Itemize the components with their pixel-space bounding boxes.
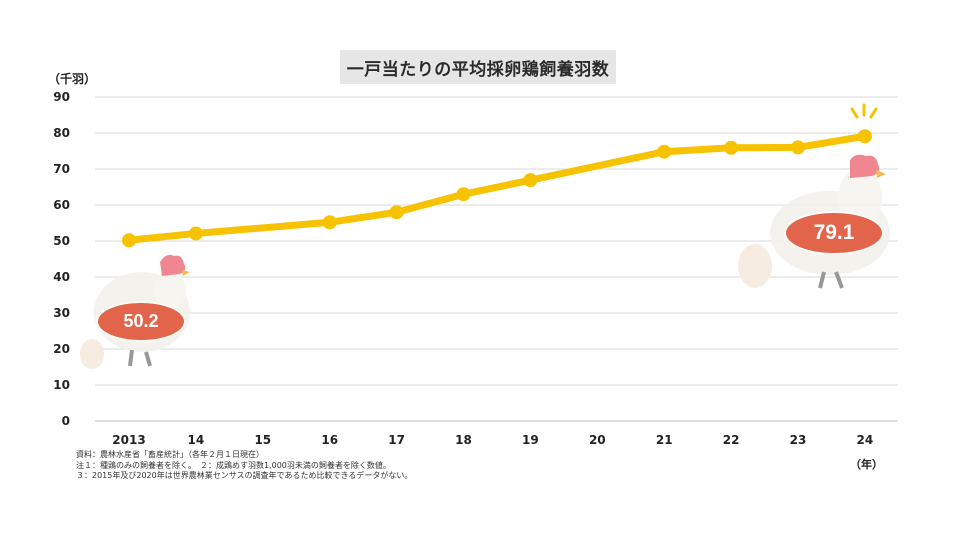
data-point <box>791 140 805 155</box>
y-tick-label: 10 <box>53 378 70 392</box>
data-point <box>724 140 739 155</box>
data-point <box>122 233 136 248</box>
note-3: ３：2015年及び2020年は世界農林業センサスの調査年であるため比較できるデー… <box>76 471 413 480</box>
data-point <box>389 205 404 220</box>
y-tick-label: 50 <box>53 234 70 248</box>
y-tick-label: 80 <box>53 126 70 140</box>
x-axis-ticks: 2013 14 15 16 17 18 19 20 21 22 23 24 <box>112 433 873 447</box>
x-tick-label: 20 <box>589 433 606 447</box>
x-tick-label: 21 <box>656 433 673 447</box>
data-point <box>657 144 672 159</box>
data-point <box>857 129 872 144</box>
x-axis-unit-label: （年） <box>850 458 883 471</box>
y-tick-label: 0 <box>62 414 70 428</box>
data-point <box>523 173 538 188</box>
egg-icon-left <box>80 339 104 369</box>
x-tick-label: 24 <box>857 433 874 447</box>
y-tick-label: 40 <box>53 270 70 284</box>
x-tick-label: 2013 <box>112 433 145 447</box>
x-tick-label: 19 <box>522 433 539 447</box>
data-point <box>456 187 471 202</box>
x-tick-label: 14 <box>188 433 205 447</box>
data-point <box>322 215 337 230</box>
y-tick-label: 30 <box>53 306 70 320</box>
callout-end-value: 79.1 <box>786 213 882 253</box>
y-tick-label: 60 <box>53 198 70 212</box>
y-tick-label: 20 <box>53 342 70 356</box>
y-tick-label: 70 <box>53 162 70 176</box>
callout-start-value: 50.2 <box>98 303 184 340</box>
source-notes: 資料：農林水産省「畜産統計」（各年２月１日現在） 注１：種鶏のみの飼養者を除く。… <box>76 450 412 482</box>
y-axis-ticks: 0 10 20 30 40 50 60 70 80 90 <box>53 90 70 428</box>
note-1-2: 注１：種鶏のみの飼養者を除く。 ２：成鶏めす羽数1,000羽未満の飼養者を除く数… <box>76 460 391 470</box>
series-line-group <box>122 129 872 248</box>
gridlines <box>95 96 898 422</box>
x-tick-label: 15 <box>254 433 271 447</box>
sparkle-icon <box>850 103 878 119</box>
y-tick-label: 90 <box>53 90 70 104</box>
note-source: 資料：農林水産省「畜産統計」（各年２月１日現在） <box>76 450 264 459</box>
x-tick-label: 17 <box>388 433 405 447</box>
series-line <box>125 132 869 244</box>
x-tick-label: 18 <box>455 433 472 447</box>
data-point <box>188 226 203 241</box>
y-axis-unit-label: （千羽） <box>48 72 97 86</box>
x-tick-label: 23 <box>790 433 807 447</box>
x-tick-label: 16 <box>321 433 338 447</box>
chart-title: 一戸当たりの平均採卵鶏飼養羽数 <box>340 50 616 84</box>
x-tick-label: 22 <box>723 433 740 447</box>
egg-icon-right <box>738 244 772 288</box>
